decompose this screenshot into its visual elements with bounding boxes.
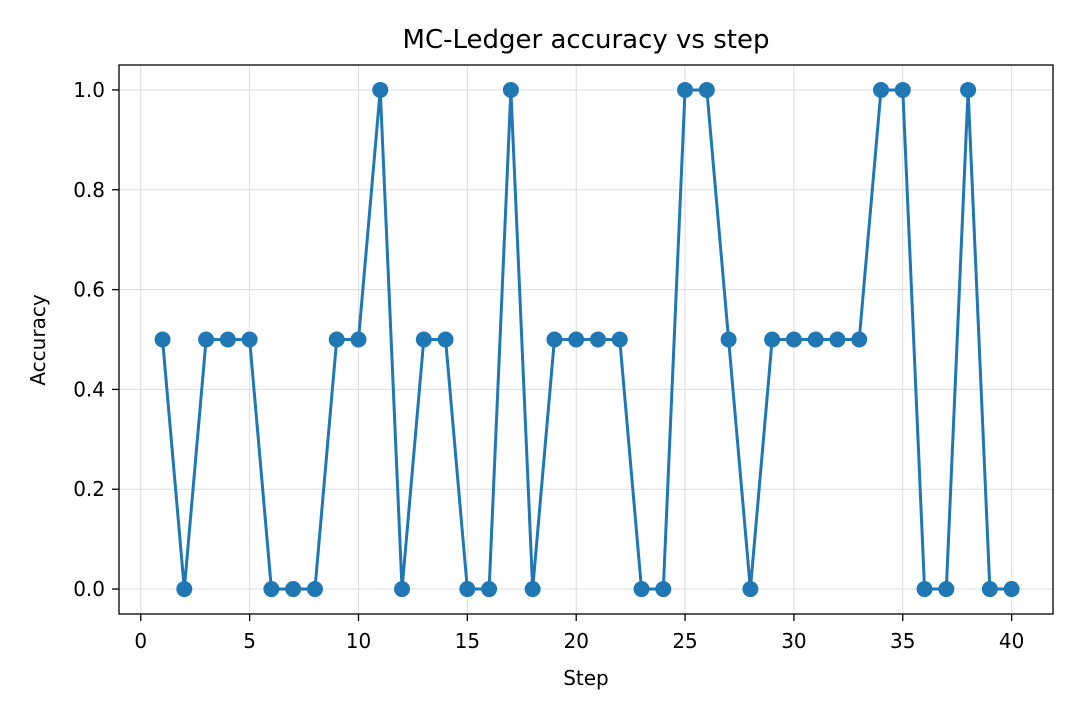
data-point: [241, 331, 258, 348]
x-tick-label: 40: [999, 629, 1024, 653]
data-point: [372, 81, 389, 98]
data-point: [568, 331, 585, 348]
data-point: [1003, 581, 1020, 598]
data-point: [459, 581, 476, 598]
data-point: [415, 331, 432, 348]
plot-area-frame: [118, 64, 1054, 615]
data-point: [938, 581, 955, 598]
data-point: [589, 331, 606, 348]
data-point: [851, 331, 868, 348]
axis-ticks: 0 5 10 15 20 25 30 35 40 0.0 0.2 0.4 0.6 0.8 1.0: [73, 78, 1024, 653]
data-point: [176, 581, 193, 598]
data-point: [960, 81, 977, 98]
data-point: [633, 581, 650, 598]
data-point: [350, 331, 367, 348]
x-tick-label: 5: [243, 629, 256, 653]
chart-title: MC-Ledger accuracy vs step: [403, 25, 770, 55]
data-point: [285, 581, 302, 598]
y-tick-label: 0.4: [73, 377, 105, 401]
data-point: [655, 581, 672, 598]
data-point: [263, 581, 280, 598]
data-point: [328, 331, 345, 348]
x-axis-label: Step: [563, 666, 609, 690]
y-tick-label: 0.0: [73, 577, 105, 601]
x-tick-label: 35: [890, 629, 915, 653]
x-tick-label: 10: [346, 629, 371, 653]
x-tick-label: 15: [455, 629, 480, 653]
data-point: [720, 331, 737, 348]
data-point: [198, 331, 215, 348]
data-point: [394, 581, 411, 598]
y-axis-label: Accuracy: [26, 294, 50, 385]
data-point: [524, 581, 541, 598]
data-point: [677, 81, 694, 98]
data-point: [764, 331, 781, 348]
x-tick-label: 25: [672, 629, 697, 653]
x-tick-label: 30: [781, 629, 806, 653]
x-tick-label: 0: [134, 629, 147, 653]
data-point: [611, 331, 628, 348]
data-point: [981, 581, 998, 598]
data-point: [154, 331, 171, 348]
data-point: [481, 581, 498, 598]
data-point: [698, 81, 715, 98]
data-point: [894, 81, 911, 98]
series-accuracy: [154, 81, 1020, 598]
data-point: [829, 331, 846, 348]
data-point: [807, 331, 824, 348]
data-point: [437, 331, 454, 348]
data-point: [546, 331, 563, 348]
accuracy-line: [161, 88, 1012, 591]
x-tick-label: 20: [563, 629, 588, 653]
data-point: [502, 81, 519, 98]
y-tick-label: 0.2: [73, 477, 105, 501]
y-tick-label: 0.8: [73, 178, 105, 202]
data-point: [306, 581, 323, 598]
grid-lines: [119, 65, 1053, 614]
y-tick-label: 1.0: [73, 78, 105, 102]
data-point: [916, 581, 933, 598]
data-point: [785, 331, 802, 348]
data-point: [219, 331, 236, 348]
data-point: [742, 581, 759, 598]
data-point: [873, 81, 890, 98]
y-tick-label: 0.6: [73, 278, 105, 302]
